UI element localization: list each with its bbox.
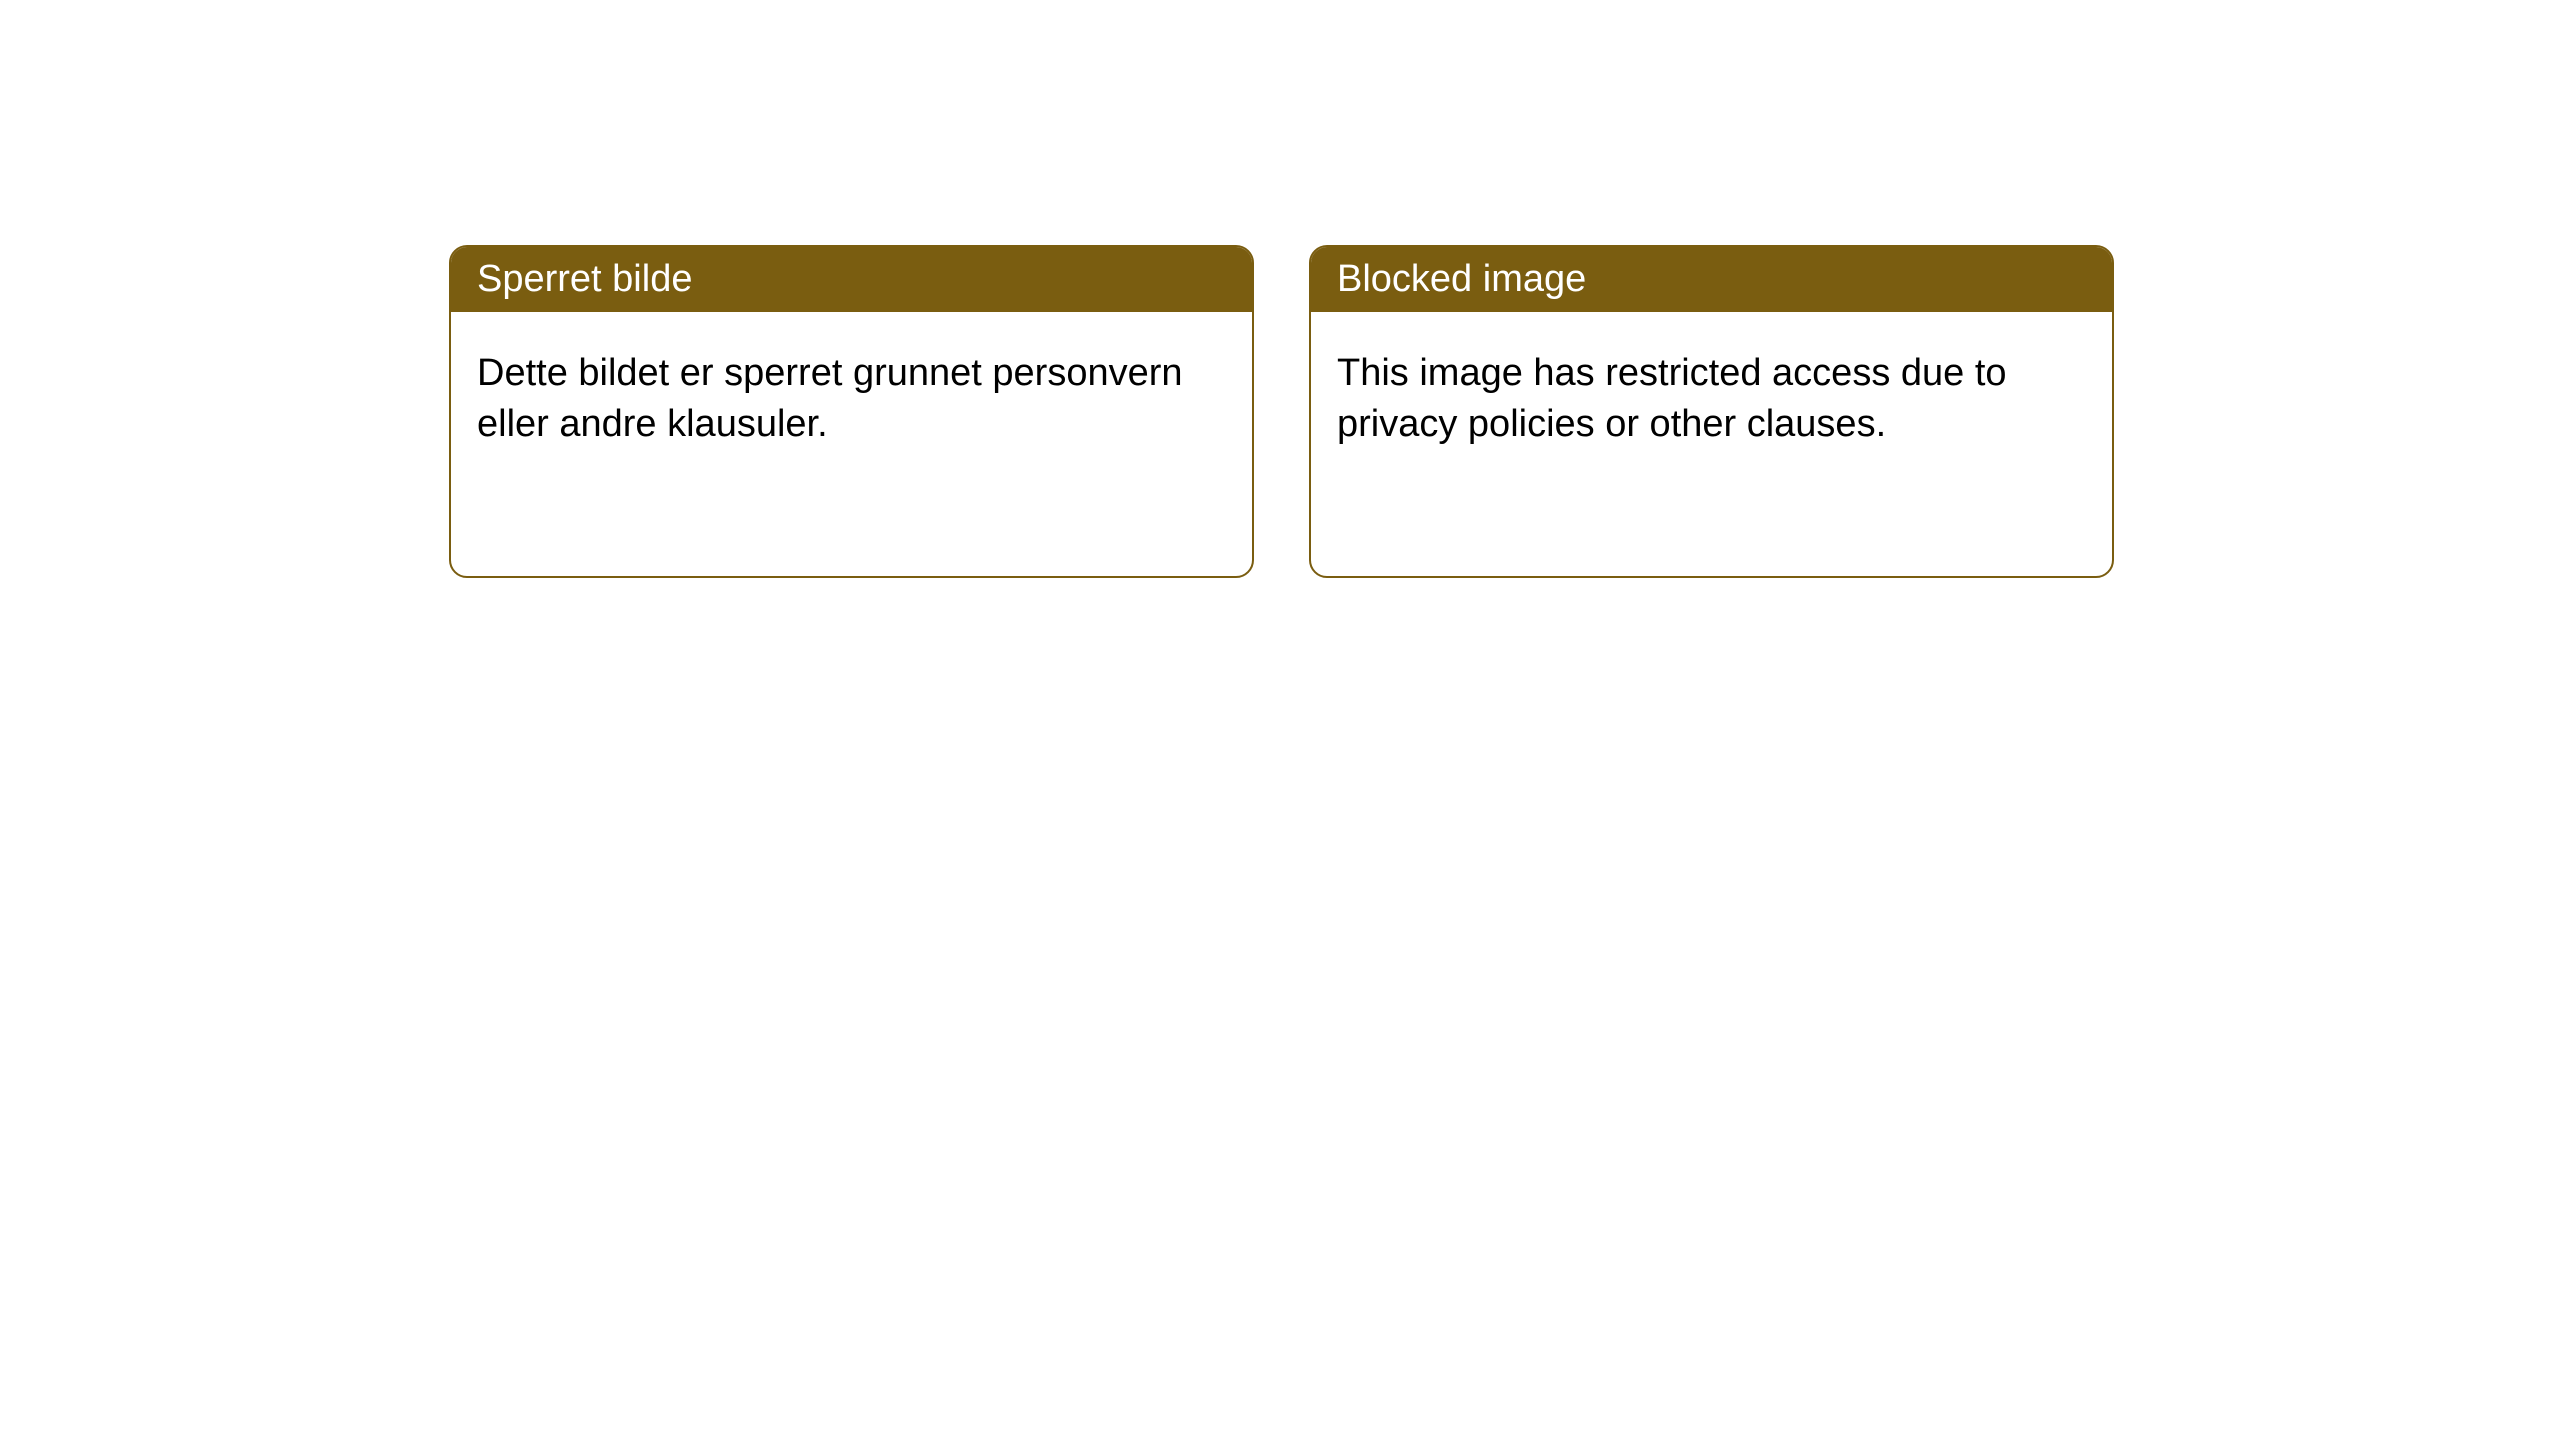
notice-card-english: Blocked image This image has restricted …	[1309, 245, 2114, 578]
notice-container: Sperret bilde Dette bildet er sperret gr…	[0, 0, 2560, 578]
card-title: Sperret bilde	[451, 247, 1252, 312]
notice-card-norwegian: Sperret bilde Dette bildet er sperret gr…	[449, 245, 1254, 578]
card-body: Dette bildet er sperret grunnet personve…	[451, 312, 1252, 487]
card-title: Blocked image	[1311, 247, 2112, 312]
card-body: This image has restricted access due to …	[1311, 312, 2112, 487]
